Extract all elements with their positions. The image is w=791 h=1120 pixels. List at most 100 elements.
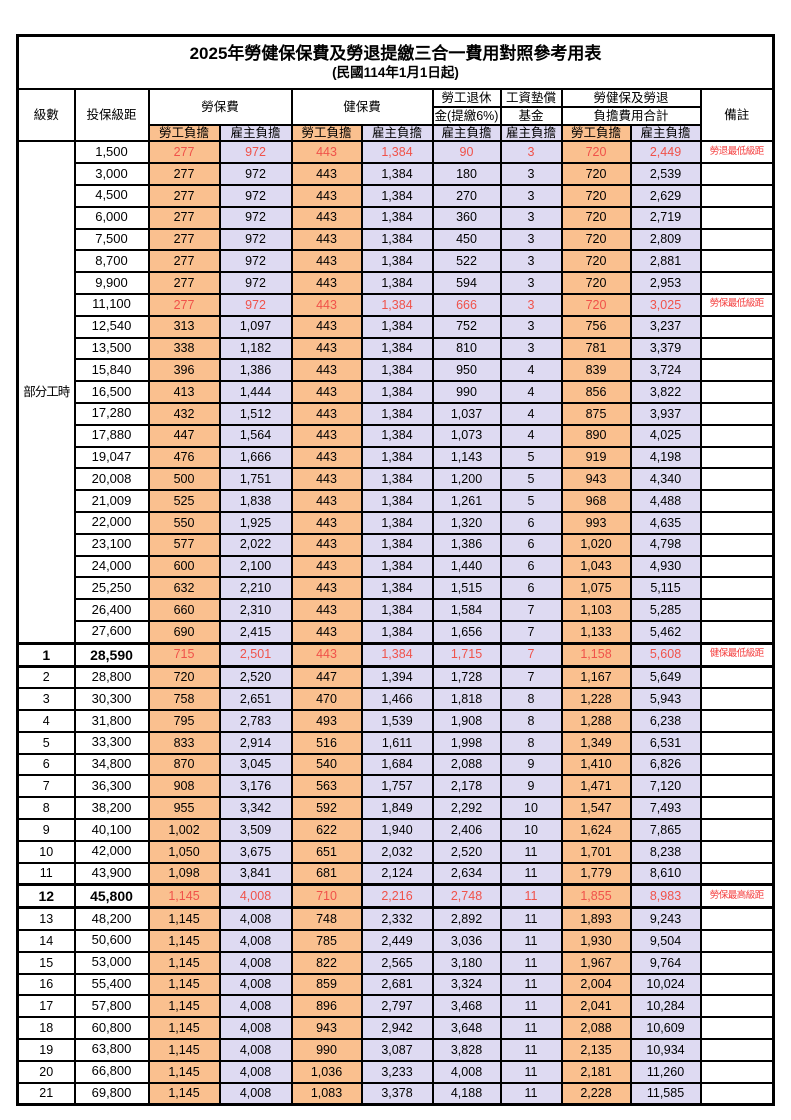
bracket-cell: 60,800 — [73, 1016, 150, 1041]
page-title: 2025年勞健保保費及勞退提繳三合一費用對照參考用表 — [189, 44, 602, 64]
title-cell: 2025年勞健保保費及勞退提繳三合一費用對照參考用表 (民國114年1月1日起) — [16, 34, 775, 90]
remark-cell: 勞保最高級距 — [699, 883, 775, 910]
health-employer-cell: 1,611 — [360, 730, 434, 755]
header-row-2: 金(提繳6%) 基金 負擔費用合計 — [18, 106, 774, 126]
fund-employer-cell: 6 — [499, 576, 563, 601]
total-employer-cell: 3,379 — [629, 336, 702, 361]
labor-employer-cell: 2,210 — [218, 576, 293, 601]
health-employee-cell: 470 — [290, 687, 363, 712]
pension-employer-cell: 4,188 — [431, 1081, 502, 1106]
health-employer-cell: 2,216 — [360, 883, 434, 910]
health-employer-cell: 1,466 — [360, 687, 434, 712]
table-row: 17,880 447 1,564 443 1,384 1,073 4 890 4,025 — [18, 423, 775, 448]
labor-employer-cell: 3,841 — [218, 861, 293, 886]
header-pension-bottom: 金(提繳6%) — [431, 106, 502, 126]
total-employer-cell: 7,493 — [629, 796, 702, 821]
bracket-cell: 27,600 — [73, 619, 150, 645]
level-cell: 15 — [16, 950, 76, 975]
health-employee-cell: 990 — [290, 1038, 363, 1062]
health-employer-cell: 1,384 — [360, 162, 434, 186]
total-employee-cell: 1,701 — [560, 839, 632, 864]
health-employee-cell: 943 — [290, 1016, 363, 1041]
labor-employee-cell: 413 — [147, 380, 221, 404]
level-cell: 9 — [16, 818, 76, 842]
remark-cell — [699, 664, 775, 690]
health-employer-cell: 1,384 — [360, 445, 434, 470]
fund-employer-cell: 3 — [499, 271, 563, 295]
total-employee-cell: 1,103 — [560, 598, 632, 622]
bracket-cell: 38,200 — [73, 796, 150, 821]
labor-employer-cell: 4,008 — [218, 994, 293, 1019]
remark-cell — [699, 510, 775, 535]
health-employee-cell: 516 — [290, 730, 363, 755]
health-employer-cell: 1,384 — [360, 576, 434, 601]
bracket-cell: 21,009 — [73, 489, 150, 513]
total-employer-cell: 5,462 — [629, 619, 702, 645]
level-cell: 16 — [16, 972, 76, 997]
pension-employer-cell: 360 — [431, 205, 502, 230]
health-employer-cell: 2,797 — [360, 994, 434, 1019]
health-employee-cell: 443 — [290, 554, 363, 579]
remark-cell: 健保最低級距 — [699, 641, 775, 668]
labor-employee-cell: 277 — [147, 249, 221, 274]
fund-employer-cell: 3 — [499, 162, 563, 186]
fund-employer-cell: 7 — [499, 619, 563, 645]
level-cell: 13 — [16, 906, 76, 932]
labor-employer-cell: 1,512 — [218, 401, 293, 426]
labor-employer-cell: 4,008 — [218, 1081, 293, 1106]
pension-employer-cell: 1,715 — [431, 641, 502, 668]
total-employer-cell: 7,865 — [629, 818, 702, 842]
pension-employer-cell: 3,648 — [431, 1016, 502, 1041]
bracket-cell: 6,000 — [73, 205, 150, 230]
total-employee-cell: 781 — [560, 336, 632, 361]
labor-employer-cell: 1,097 — [218, 314, 293, 339]
health-employer-cell: 1,384 — [360, 532, 434, 557]
fund-employer-cell: 4 — [499, 358, 563, 383]
labor-employer-cell: 2,914 — [218, 730, 293, 755]
table-row: 19 63,800 1,145 4,008 990 3,087 3,828 11 2,135 10… — [16, 1038, 775, 1062]
bracket-cell: 69,800 — [73, 1081, 150, 1106]
bracket-cell: 13,500 — [73, 336, 150, 361]
total-employee-cell: 2,041 — [560, 994, 632, 1019]
fund-employer-cell: 11 — [499, 994, 563, 1019]
remark-cell — [699, 271, 775, 295]
health-employer-cell: 1,384 — [360, 314, 434, 339]
subheader-total-employee-share: 勞工負擔 — [560, 123, 632, 143]
health-employee-cell: 443 — [290, 423, 363, 448]
total-employee-cell: 1,158 — [560, 641, 632, 668]
health-employee-cell: 443 — [290, 183, 363, 208]
health-employer-cell: 1,384 — [360, 249, 434, 274]
labor-employer-cell: 4,008 — [218, 883, 293, 910]
total-employee-cell: 2,181 — [560, 1059, 632, 1084]
bracket-cell: 50,600 — [73, 929, 150, 953]
bracket-cell: 31,800 — [73, 709, 150, 733]
total-employee-cell: 720 — [560, 205, 632, 230]
labor-employee-cell: 720 — [147, 664, 221, 690]
subheader-labor-employee-share: 勞工負擔 — [147, 123, 221, 143]
bracket-cell: 4,500 — [73, 183, 150, 208]
table-row: 12 45,800 1,145 4,008 710 2,216 2,748 11 1,855 8,… — [16, 883, 775, 910]
health-employer-cell: 3,378 — [360, 1081, 434, 1106]
table-row: 26,400 660 2,310 443 1,384 1,584 7 1,103 5,285 — [18, 598, 775, 622]
pension-employer-cell: 2,892 — [431, 906, 502, 932]
labor-employee-cell: 1,145 — [147, 883, 221, 910]
table-row: 16,500 413 1,444 443 1,384 990 4 856 3,822 — [18, 380, 775, 404]
total-employer-cell: 4,025 — [629, 423, 702, 448]
bracket-cell: 28,590 — [73, 641, 150, 668]
fund-employer-cell: 3 — [499, 183, 563, 208]
fund-employer-cell: 11 — [499, 1059, 563, 1084]
labor-employer-cell: 1,925 — [218, 510, 293, 535]
level-cell: 1 — [16, 641, 76, 668]
table-row: 1 28,590 715 2,501 443 1,384 1,715 7 1,158 5,608 健… — [16, 641, 775, 668]
bracket-cell: 53,000 — [73, 950, 150, 975]
remark-cell — [699, 972, 775, 997]
level-cell: 18 — [16, 1016, 76, 1041]
total-employer-cell: 3,025 — [629, 292, 702, 317]
fund-employer-cell: 8 — [499, 730, 563, 755]
fund-employer-cell: 6 — [499, 554, 563, 579]
page-subtitle: (民國114年1月1日起) — [332, 65, 459, 81]
bracket-cell: 16,500 — [73, 380, 150, 404]
fund-employer-cell: 4 — [499, 423, 563, 448]
bracket-cell: 43,900 — [73, 861, 150, 886]
labor-employee-cell: 795 — [147, 709, 221, 733]
